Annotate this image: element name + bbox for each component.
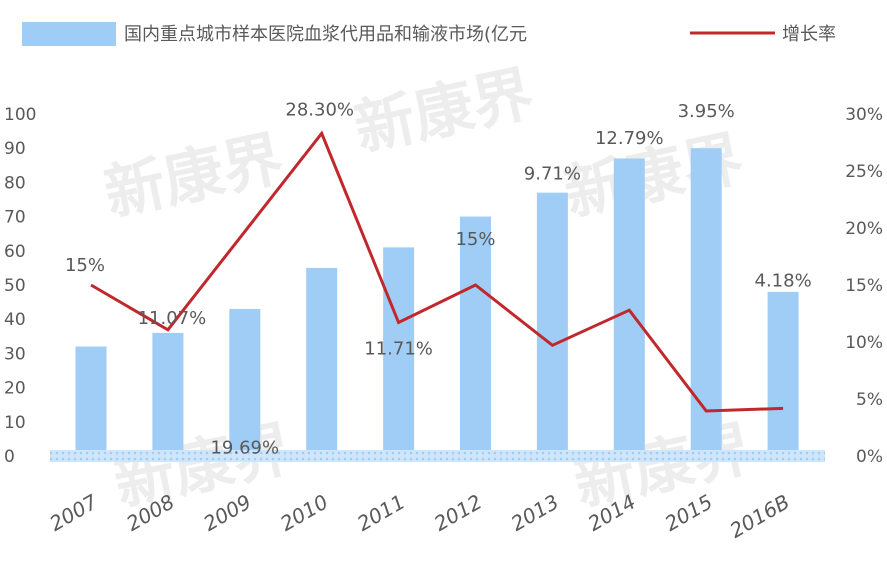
- growth-line: [90, 130, 784, 413]
- left-tick-label: 80: [4, 173, 26, 193]
- legend: 国内重点城市样本医院血浆代用品和输液市场(亿元 增长率: [22, 22, 836, 46]
- legend-swatch-bar: [22, 22, 116, 46]
- bar-series: [75, 148, 799, 456]
- x-tick-2011: 2011: [353, 490, 409, 536]
- data-label-2009: 19.69%: [210, 438, 279, 459]
- bar-2008: [152, 332, 184, 456]
- x-tick-2016B: 2016B: [726, 490, 794, 543]
- left-tick-label: 100: [4, 105, 36, 125]
- bar-2011: [383, 247, 415, 456]
- data-label-2012: 15%: [455, 229, 495, 250]
- bar-2010: [306, 267, 338, 456]
- legend-label-line: 增长率: [782, 24, 836, 45]
- left-axis: 0 10 20 30 40 50 60 70 80 90 100: [4, 105, 36, 467]
- data-label-2014: 12.79%: [595, 128, 664, 149]
- bar-2016B: [767, 291, 799, 456]
- watermark-text-5: 新康界: [569, 414, 760, 520]
- baseline-band-rect: [50, 450, 825, 462]
- x-tick-2010: 2010: [276, 490, 332, 536]
- data-label-2015: 3.95%: [678, 101, 735, 122]
- watermark-text-4: 新康界: [109, 414, 300, 520]
- watermark-text-2: 新康界: [349, 59, 540, 165]
- bar-2012: [460, 216, 491, 456]
- bar-2007: [75, 346, 107, 456]
- left-tick-label: 20: [4, 379, 26, 399]
- data-label-2008: 11.07%: [138, 308, 207, 329]
- right-tick-label: 30%: [845, 105, 883, 125]
- right-tick-label: 10%: [845, 333, 883, 353]
- data-label-2007: 15%: [65, 255, 105, 276]
- data-labels: 15% 11.07% 19.69% 28.30% 11.71% 15% 9.71% 12.79…: [65, 99, 812, 458]
- left-tick-label: 50: [4, 276, 26, 296]
- right-tick-label: 5%: [856, 390, 883, 410]
- x-tick-2013: 2013: [507, 490, 563, 536]
- left-tick-label: 30: [4, 344, 26, 364]
- bar-2013: [536, 192, 568, 456]
- left-tick-label: 70: [4, 208, 26, 228]
- line-series: [90, 130, 784, 413]
- left-tick-label: 40: [4, 310, 26, 330]
- right-tick-label: 25%: [845, 162, 883, 182]
- left-tick-label: 10: [4, 413, 26, 433]
- data-label-2010: 28.30%: [285, 99, 354, 120]
- right-tick-label: 0%: [856, 447, 883, 467]
- x-tick-2012: 2012: [430, 490, 486, 536]
- legend-label-bar: 国内重点城市样本医院血浆代用品和输液市场(亿元: [124, 24, 527, 45]
- right-tick-label: 15%: [845, 276, 883, 296]
- data-label-2016B: 4.18%: [755, 270, 812, 291]
- bar-2009: [229, 308, 261, 456]
- bar-2014: [613, 158, 645, 456]
- left-tick-label: 60: [4, 242, 26, 262]
- baseline-band: [50, 450, 825, 462]
- bar-2015: [690, 148, 722, 456]
- right-tick-label: 20%: [845, 219, 883, 239]
- data-label-2011: 11.71%: [364, 339, 433, 360]
- data-label-2013: 9.71%: [524, 163, 581, 184]
- left-tick-label: 0: [4, 447, 15, 467]
- right-axis: 0% 5% 10% 15% 20% 25% 30%: [845, 105, 883, 467]
- x-tick-2007: 2007: [45, 489, 101, 535]
- left-tick-label: 90: [4, 139, 26, 159]
